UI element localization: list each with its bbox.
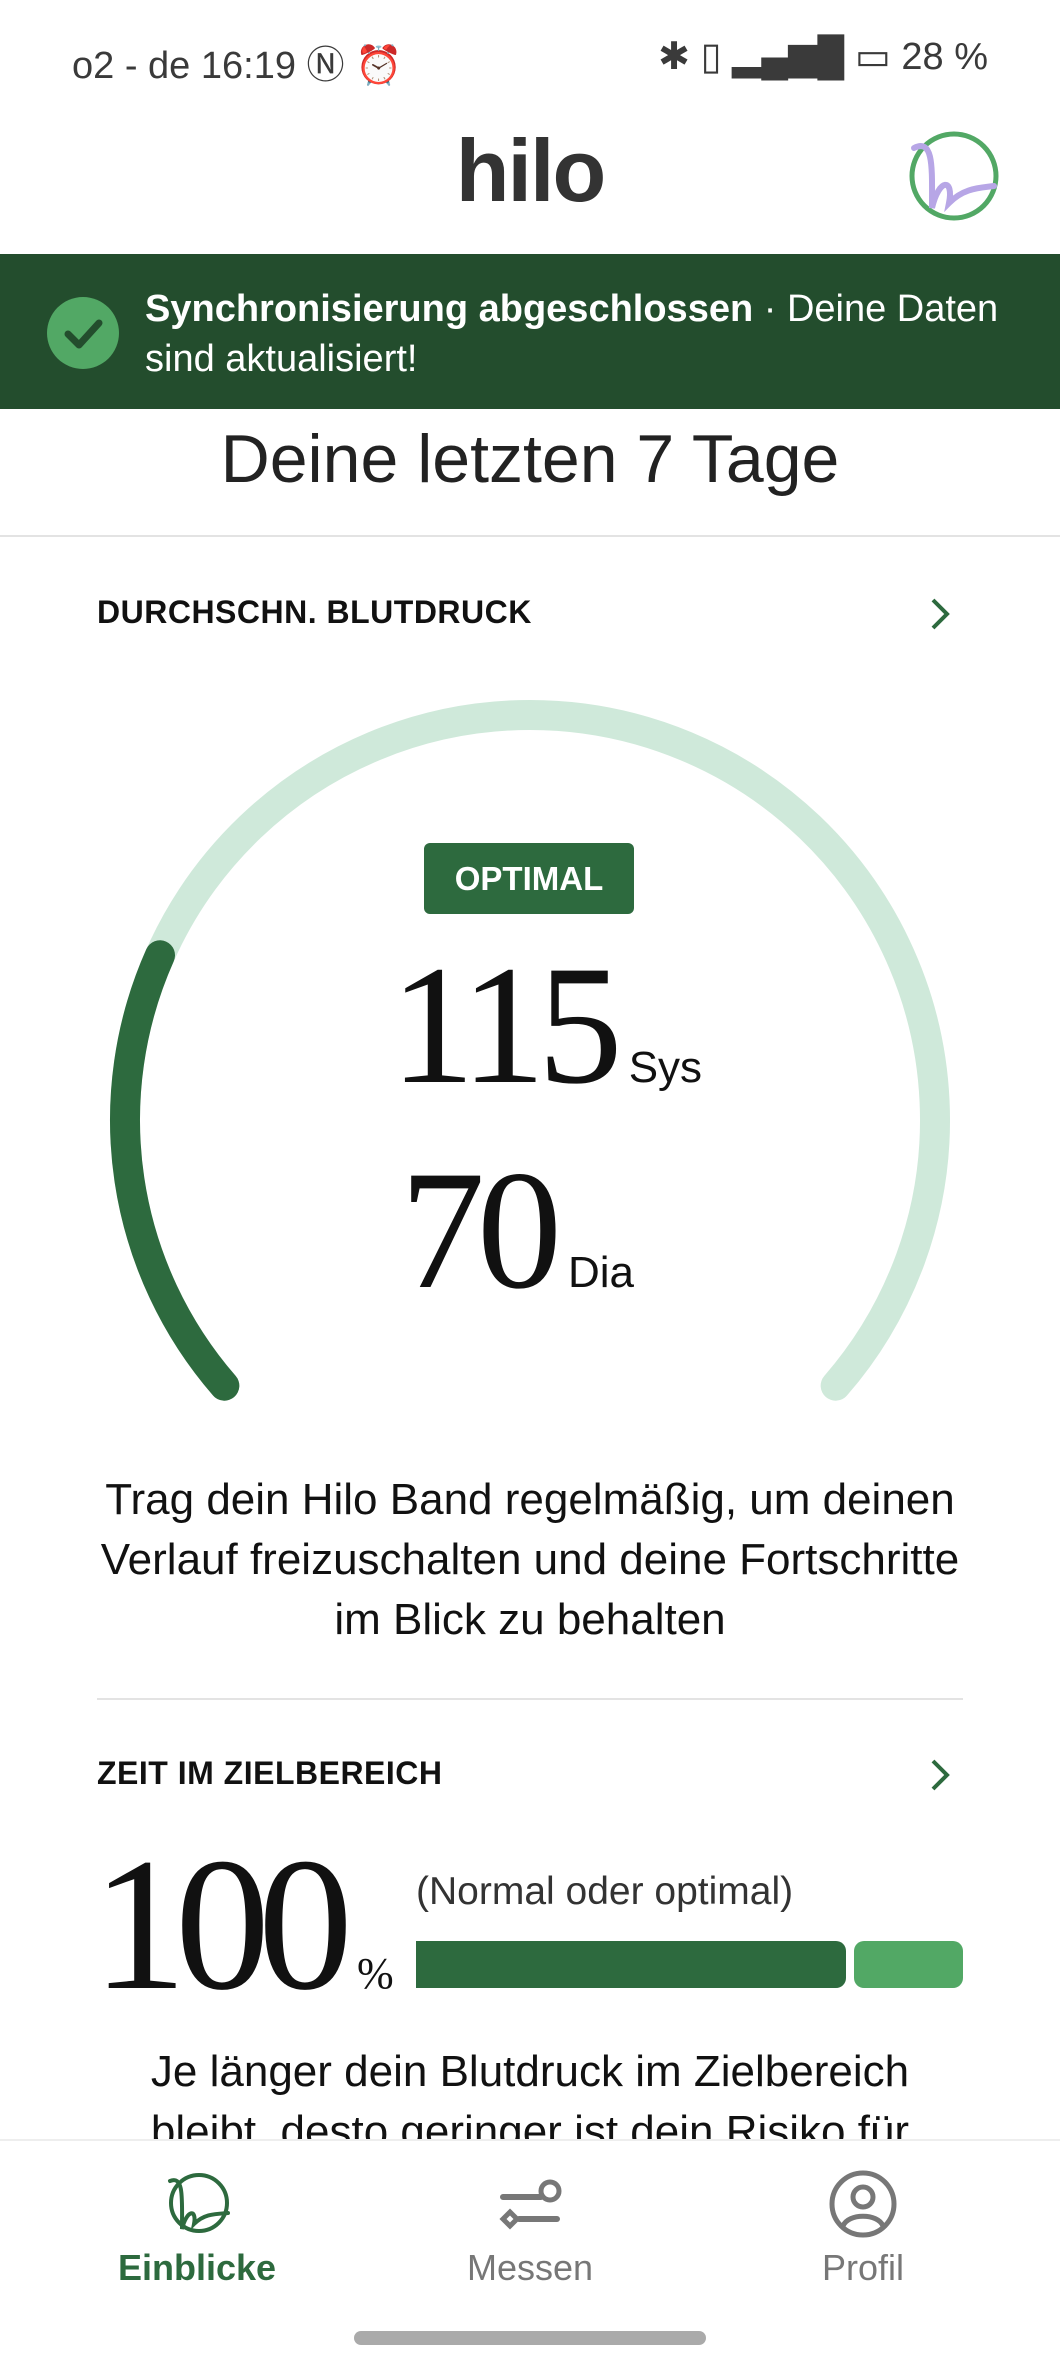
nav-label: Profil bbox=[821, 2247, 905, 2288]
target-range-unit: % bbox=[357, 1949, 394, 1998]
diastolic-unit: Dia bbox=[568, 1248, 635, 1297]
status-left: o2 - de 16:19 Ⓝ ⏰ bbox=[72, 34, 402, 89]
blood-pressure-gauge bbox=[110, 700, 950, 1401]
divider bbox=[97, 1698, 963, 1700]
battery-icon: ▭ bbox=[854, 36, 891, 78]
nfc-icon: Ⓝ bbox=[306, 45, 345, 87]
home-indicator[interactable] bbox=[354, 2331, 706, 2345]
target-range-bar-optimal bbox=[854, 1941, 963, 1988]
sync-banner: Synchronisierung abgeschlossen · Deine D… bbox=[0, 254, 1060, 409]
signal-icon: ▂▄▆█ bbox=[732, 36, 845, 78]
sync-title: Synchronisierung abgeschlossen bbox=[145, 288, 754, 330]
target-range-message: Je länger dein Blutdruck im Zielbereich … bbox=[150, 2047, 910, 2139]
nav-einblicke[interactable]: Einblicke bbox=[77, 2169, 317, 2289]
chevron-right-icon[interactable] bbox=[925, 594, 955, 634]
target-range-row: 100 % bbox=[92, 1830, 394, 2020]
target-range-value: 100 bbox=[92, 1820, 353, 2030]
status-badge: OPTIMAL bbox=[424, 843, 634, 914]
diastolic-value: 70 bbox=[400, 1136, 562, 1324]
sync-detail: · Deine Daten sind aktualisiert! bbox=[145, 288, 999, 380]
clock: 16:19 bbox=[200, 45, 296, 87]
hilo-avatar-icon[interactable] bbox=[904, 128, 1000, 224]
systolic-row: 115 Sys bbox=[390, 940, 702, 1110]
nav-label: Messen bbox=[466, 2247, 594, 2288]
profile-icon bbox=[829, 2170, 897, 2238]
status-right: ✱ ▯ ▂▄▆█ ▭ 28 % bbox=[658, 34, 988, 79]
diastolic-row: 70 Dia bbox=[400, 1145, 634, 1315]
nav-label: Einblicke bbox=[117, 2247, 277, 2288]
alarm-icon: ⏰ bbox=[355, 45, 403, 87]
hilo-logo: hilo bbox=[455, 121, 606, 220]
check-circle-icon bbox=[47, 297, 119, 369]
wear-band-message: Trag dein Hilo Band regelmäßig, um deine… bbox=[100, 1475, 960, 1644]
nav-messen[interactable]: Messen bbox=[410, 2169, 650, 2289]
vibrate-icon: ▯ bbox=[700, 36, 722, 78]
target-range-heading[interactable]: ZEIT IM ZIELBEREICH bbox=[97, 1755, 443, 1791]
gauge-fill bbox=[110, 940, 240, 1401]
divider bbox=[0, 535, 1060, 537]
sliders-icon bbox=[499, 2179, 562, 2230]
target-range-label: (Normal oder optimal) bbox=[416, 1870, 794, 1913]
page-title: Deine letzten 7 Tage bbox=[220, 421, 840, 497]
systolic-value: 115 bbox=[390, 931, 623, 1119]
blood-pressure-heading[interactable]: DURCHSCHN. BLUTDRUCK bbox=[97, 594, 532, 630]
carrier: o2 - de bbox=[72, 45, 191, 87]
sync-message: Synchronisierung abgeschlossen · Deine D… bbox=[145, 284, 1025, 384]
chevron-right-icon[interactable] bbox=[925, 1755, 955, 1795]
insights-icon bbox=[168, 2173, 230, 2233]
status-bar: o2 - de 16:19 Ⓝ ⏰ ✱ ▯ ▂▄▆█ ▭ 28 % bbox=[0, 0, 1060, 110]
nav-profil[interactable]: Profil bbox=[743, 2169, 983, 2289]
battery-level: 28 % bbox=[901, 36, 988, 78]
bluetooth-icon: ✱ bbox=[658, 36, 690, 78]
systolic-unit: Sys bbox=[628, 1043, 703, 1092]
target-range-bar-normal bbox=[416, 1941, 846, 1988]
